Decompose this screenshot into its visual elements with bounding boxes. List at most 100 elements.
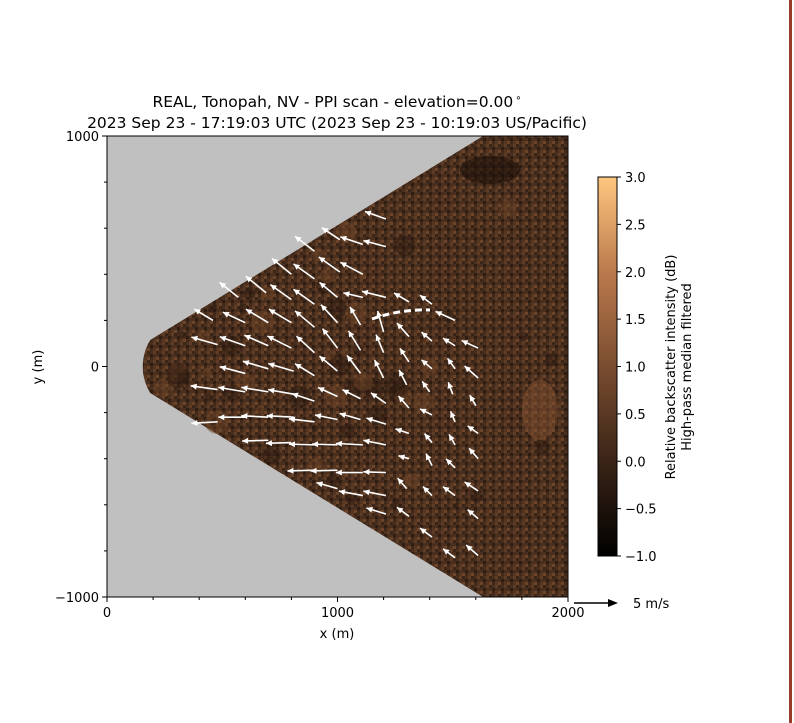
wind-arrow (338, 489, 364, 497)
wind-arrow-head (399, 369, 405, 377)
wind-arrow-head (421, 359, 429, 366)
texture-blotch (325, 473, 341, 489)
texture-blotch (207, 302, 218, 313)
wind-arrow-head (449, 434, 455, 442)
texture-blotch (202, 367, 212, 378)
y-axis-label: y (m) (31, 350, 46, 385)
wind-arrow-head (363, 239, 370, 246)
wind-arrow-head (287, 467, 294, 474)
wind-arrow-head (267, 336, 275, 342)
wind-arrow (449, 411, 456, 423)
texture-blotch (166, 364, 191, 389)
wind-arrow (244, 334, 269, 347)
wind-arrow-head (399, 348, 406, 356)
wind-arrow-head (244, 334, 252, 341)
wind-arrow (320, 304, 339, 324)
wind-arrow (346, 354, 362, 374)
wind-arrow-head (268, 387, 275, 394)
texture-blotch (362, 377, 385, 400)
wind-arrow (339, 412, 361, 421)
wind-arrow-head (446, 458, 453, 466)
texture-blotch (534, 439, 550, 455)
wind-arrow-head (340, 262, 348, 268)
texture-blotch (323, 349, 335, 361)
wind-arrow-head (293, 263, 301, 270)
texture-blotch (205, 392, 213, 401)
wind-arrow-head (268, 362, 275, 369)
texture-blotch (223, 383, 240, 401)
wind-arrow-head (397, 478, 404, 485)
wind-arrow-head (447, 358, 454, 365)
wind-arrow (442, 485, 456, 497)
wind-arrow (363, 239, 387, 248)
wind-arrow (396, 506, 410, 517)
texture-blotch (353, 345, 364, 356)
wind-arrow (321, 328, 339, 349)
wind-arrow-head (420, 528, 427, 535)
wind-arrow-head (426, 453, 432, 461)
wind-arrow (219, 281, 239, 298)
wind-arrow (467, 425, 479, 434)
wind-arrow (190, 383, 218, 391)
wind-arrow-head (348, 330, 355, 338)
colorbar-tick-label: 1.5 (625, 313, 646, 328)
wind-arrow-head (218, 385, 225, 392)
wind-arrow-head (319, 356, 327, 363)
wind-arrow-head (364, 210, 372, 217)
wind-arrow-head (190, 383, 197, 390)
wind-arrow-head (447, 382, 454, 389)
wind-arrow (219, 365, 246, 375)
x-axis: 0 1000 2000 (103, 597, 585, 621)
texture-blotch (243, 286, 256, 300)
wind-arrow (349, 306, 362, 326)
texture-blotch (154, 378, 174, 398)
wind-arrow-head (294, 236, 302, 243)
texture-blotch (238, 303, 249, 314)
wind-arrow-head (361, 289, 369, 296)
wind-arrow-head (312, 441, 319, 448)
wind-arrow-head (366, 506, 374, 513)
x-tick-label: 0 (103, 606, 111, 621)
wind-arrow (419, 527, 433, 538)
wind-arrow (419, 408, 433, 416)
wind-arrow-head (421, 332, 429, 339)
texture-blotch (255, 405, 265, 414)
texture-blotch (235, 372, 255, 392)
wind-arrow-head (268, 309, 276, 315)
texture-blotch (177, 372, 189, 384)
wind-arrow (393, 292, 410, 303)
wind-arrow (245, 308, 269, 324)
wind-arrow (442, 548, 456, 559)
wind-arrow (191, 419, 218, 426)
wind-arrow-head (464, 366, 472, 373)
wind-arrow (398, 369, 408, 386)
wind-arrow-head (461, 340, 469, 346)
wind-arrow-head (342, 389, 350, 396)
texture-blotch (544, 353, 558, 367)
wind-arrow (467, 509, 479, 520)
wind-arrow (288, 441, 315, 448)
wind-arrow (342, 389, 361, 400)
wind-arrow-head (242, 360, 250, 366)
wind-arrow-head (271, 258, 279, 265)
degree-superscript: ∘ (515, 93, 521, 104)
wind-arrow-head (450, 411, 456, 419)
wind-arrow (318, 256, 341, 273)
wind-arrow-head (467, 425, 475, 432)
wind-arrow (335, 469, 363, 476)
wind-arrow-head (265, 440, 272, 447)
wind-scale-label: 5 m/s (633, 597, 669, 612)
wind-arrow-head (363, 468, 370, 475)
wind-arrow (425, 453, 433, 466)
wind-arrow (294, 310, 315, 328)
wind-arrow-head (338, 489, 346, 496)
wind-arrow-head (270, 284, 278, 291)
texture-blotch (345, 492, 358, 506)
wind-arrow (321, 227, 341, 241)
wind-arrow (316, 481, 338, 490)
wind-arrow (343, 291, 364, 299)
wind-arrow (370, 392, 387, 405)
wind-scale-arrowhead (608, 599, 618, 607)
wind-arrow (421, 380, 431, 393)
wind-arrow-head (339, 412, 347, 419)
